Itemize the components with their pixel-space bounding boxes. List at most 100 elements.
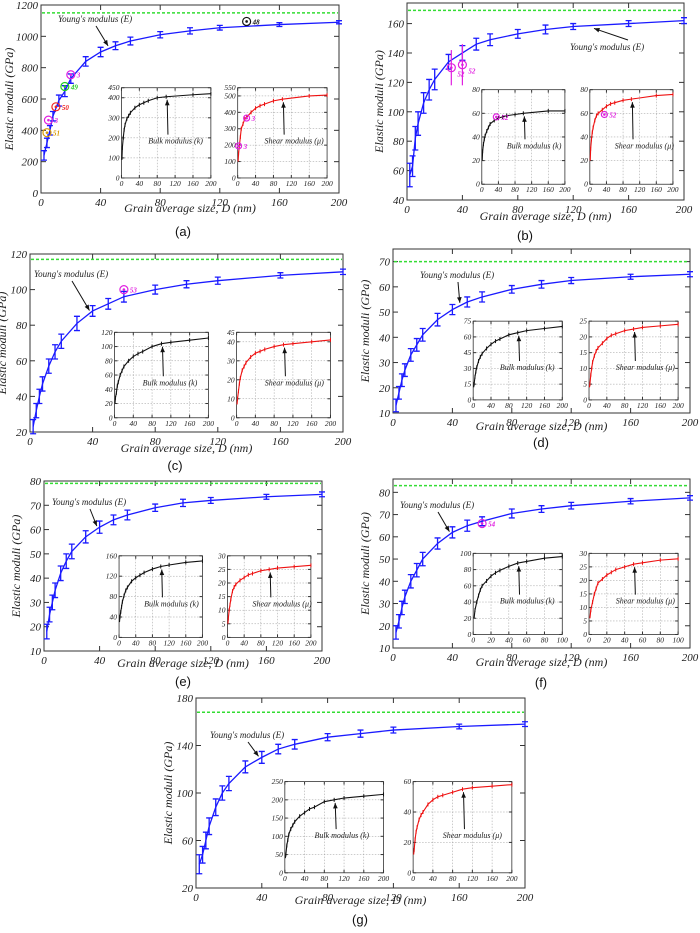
y-tick-label: 40 [393, 195, 405, 207]
series-line-youngs-modulus [32, 271, 344, 427]
reference-marker [446, 63, 456, 73]
y-tick-label: 15 [580, 348, 588, 357]
y-axis-label: Elastic moduli (GPa) [372, 50, 386, 154]
x-tick-label: 40 [447, 417, 459, 429]
chart-panel: 0 40 80 120 160 200102030405060708054Young's … [358, 478, 699, 690]
x-tick-label: 0 [390, 652, 396, 664]
x-tick-label: 200 [203, 419, 215, 428]
y-tick-label: 0 [476, 180, 480, 189]
error-bar [57, 565, 64, 582]
y-tick-label: 200 [224, 141, 236, 150]
reference-label: 48 [252, 18, 261, 26]
error-bar [183, 280, 190, 289]
error-bar [401, 363, 408, 378]
y-tick-label: 0 [33, 188, 39, 200]
series-annotation: Young's modulus (E) [210, 730, 284, 740]
x-tick-label: 200 [314, 655, 331, 667]
y-axis-label: Elastic moduli (GPa) [0, 292, 9, 396]
y-tick-label: 140 [388, 48, 405, 60]
reference-marker [43, 115, 54, 125]
x-tick-label: 80 [322, 892, 334, 904]
y-axis-label: Elastic moduli (GPa) [358, 280, 372, 384]
arrow-head-icon [253, 750, 259, 757]
x-tick-label: 0 [235, 419, 239, 428]
x-tick-label: 120 [169, 179, 181, 188]
y-tick-label: 100 [460, 549, 472, 558]
reference-label: 3 [251, 115, 256, 123]
x-tick-label: 160 [272, 436, 289, 448]
error-bar [627, 497, 634, 505]
series-line-youngs-modulus [46, 493, 323, 632]
y-tick-label: 20 [105, 399, 113, 408]
y-tick-label: 20 [580, 332, 588, 341]
error-bar [45, 358, 52, 374]
error-bar [449, 526, 456, 539]
x-tick-label: 40 [495, 185, 503, 194]
series-annotation: Young's modulus (E) [400, 500, 474, 510]
x-tick-label: 80 [657, 635, 665, 644]
reference-label: 52 [468, 68, 476, 76]
annotation-arrow [166, 99, 169, 135]
y-tick-label: 10 [379, 408, 391, 420]
y-tick-label: 80 [379, 487, 391, 499]
y-tick-label: 20 [464, 614, 472, 623]
error-bar [419, 551, 426, 567]
x-axis-label: Grain average size, D (nm) [117, 656, 249, 670]
y-tick-label: 0 [109, 413, 113, 422]
y-tick-label: 60 [464, 332, 472, 341]
error-bar [68, 543, 75, 560]
x-tick-label: 160 [620, 204, 637, 216]
error-bar [196, 854, 203, 875]
y-tick-label: 0 [583, 395, 587, 404]
inset-annotation: Bulk modulus (k) [148, 137, 203, 146]
y-tick-label: 120 [11, 249, 28, 261]
reference-marker-dot [461, 63, 464, 67]
x-tick-label: 0 [113, 419, 117, 428]
inset-annotation: Bulk modulus (k) [500, 597, 555, 606]
error-bar [82, 530, 89, 544]
error-bar [479, 291, 486, 303]
x-tick-label: 160 [187, 179, 199, 188]
x-tick-label: 200 [325, 419, 337, 428]
error-bar [73, 315, 80, 332]
y-tick-label: 20 [182, 883, 194, 895]
y-axis-label: Elastic moduli (GPa) [2, 48, 16, 152]
error-bar [687, 495, 693, 501]
x-tick-label: 80 [148, 419, 156, 428]
y-tick-label: 5 [583, 380, 587, 389]
arrow-head-icon [103, 39, 109, 46]
y-tick-label: 1000 [16, 31, 39, 43]
y-tick-label: 40 [16, 391, 28, 403]
x-tick-label: 0 [120, 179, 124, 188]
y-tick-label: 10 [227, 394, 235, 403]
y-tick-label: 30 [463, 364, 472, 373]
error-bar [336, 20, 342, 25]
x-tick-label: 120 [286, 179, 298, 188]
series-annotation: Young's modulus (E) [570, 42, 644, 52]
x-tick-label: 200 [667, 185, 679, 194]
reference-marker-dot [495, 115, 498, 119]
reference-marker-dot [45, 131, 49, 134]
x-tick-label: 120 [563, 417, 580, 429]
x-tick-label: 0 [390, 417, 396, 429]
inset-bulk-modulus: 0 40 80 120 160 200 0 20 40 60 80 100 120 Bulk modulu… [101, 328, 214, 428]
error-bar [324, 732, 331, 742]
annotation-arrow [631, 102, 634, 140]
x-tick-label: 200 [305, 638, 317, 647]
error-bar [415, 111, 422, 136]
x-axis-label: Grain average size, D (nm) [121, 441, 253, 455]
y-tick-label: 40 [227, 337, 235, 346]
y-tick-label: 60 [16, 356, 28, 368]
error-bar [105, 297, 112, 310]
y-tick-label: 120 [101, 328, 113, 337]
y-tick-label: 30 [579, 549, 588, 558]
arrow-head-icon [282, 347, 288, 354]
reference-marker [234, 142, 243, 150]
error-bar [413, 562, 420, 578]
y-tick-label: 550 [224, 83, 236, 92]
error-bar [52, 582, 59, 599]
inset-shear-modulus: 0 40 80 120 160 200 0 5 10 15 20 25 30 Shear modulus … [217, 551, 317, 647]
y-tick-label: 500 [224, 91, 236, 100]
